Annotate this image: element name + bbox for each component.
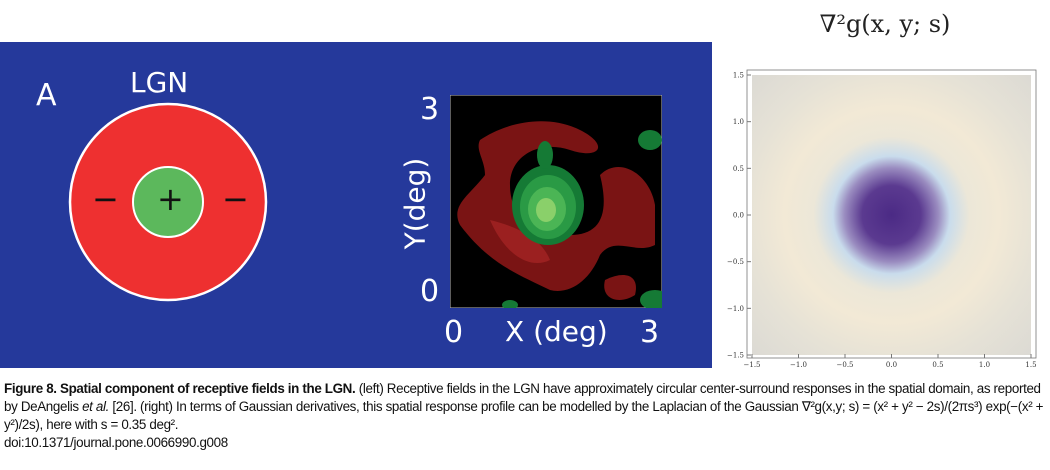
y-tick-label: 0.0 <box>733 212 744 220</box>
y-min-label: 0 <box>420 274 440 309</box>
inhibitory-region <box>457 121 655 291</box>
y-tick-label: 0.5 <box>733 165 744 173</box>
y-axis-label: Y(deg) <box>398 157 432 250</box>
caption-doi: doi:10.1371/journal.pone.0066990.g008 <box>4 435 228 450</box>
x-tick-label: −1.0 <box>790 361 807 369</box>
lgn-figure-panel: A LGN + − − 3 0 0 3 X (deg) Y(deg) <box>0 42 712 368</box>
figure-caption: Figure 8. Spatial component of receptive… <box>4 380 1049 452</box>
y-tick-label: 1.0 <box>733 118 744 126</box>
caption-figure-label: Figure 8. Spatial component of receptive… <box>4 381 356 396</box>
receptive-field-diagram <box>68 102 268 302</box>
surround-minus-left: − <box>92 180 119 218</box>
x-max-label: 3 <box>640 315 660 350</box>
laplacian-of-gaussian-plot: −1.5 −1.0 −0.5 0.0 0.5 1.0 1.5 1.5 1.0 0.5 0.0 −0.5… <box>727 69 1037 369</box>
x-axis-label: X (deg) <box>505 315 608 348</box>
y-max-label: 3 <box>420 92 440 127</box>
x-tick-label: 1.5 <box>1025 361 1036 369</box>
lgn-title: LGN <box>130 66 189 99</box>
surround-minus-right: − <box>222 180 249 218</box>
x-tick-label: −1.5 <box>744 361 761 369</box>
y-tick-label: −0.5 <box>727 258 744 266</box>
panel-label: A <box>36 78 57 113</box>
x-min-label: 0 <box>444 315 464 350</box>
center-plus-sign: + <box>157 180 184 218</box>
y-tick-label: −1.0 <box>727 305 744 313</box>
receptive-field-map <box>450 95 662 308</box>
x-tick-label: 1.0 <box>979 361 990 369</box>
y-tick-label: 1.5 <box>733 72 744 80</box>
laplacian-heatmap <box>752 75 1031 355</box>
center-circle <box>132 166 204 238</box>
caption-et-al: et al. <box>82 399 110 414</box>
x-tick-label: 0.0 <box>886 361 897 369</box>
y-tick-label: −1.5 <box>727 352 744 360</box>
caption-text-2: [26]. (right) In terms of Gaussian deriv… <box>4 399 1044 432</box>
laplacian-plot-title: ∇²g(x, y; s) <box>819 10 951 38</box>
caption-text-1: (left) Receptive fields in the LGN have … <box>4 381 1041 414</box>
x-tick-label: −0.5 <box>837 361 854 369</box>
x-tick-label: 0.5 <box>932 361 943 369</box>
